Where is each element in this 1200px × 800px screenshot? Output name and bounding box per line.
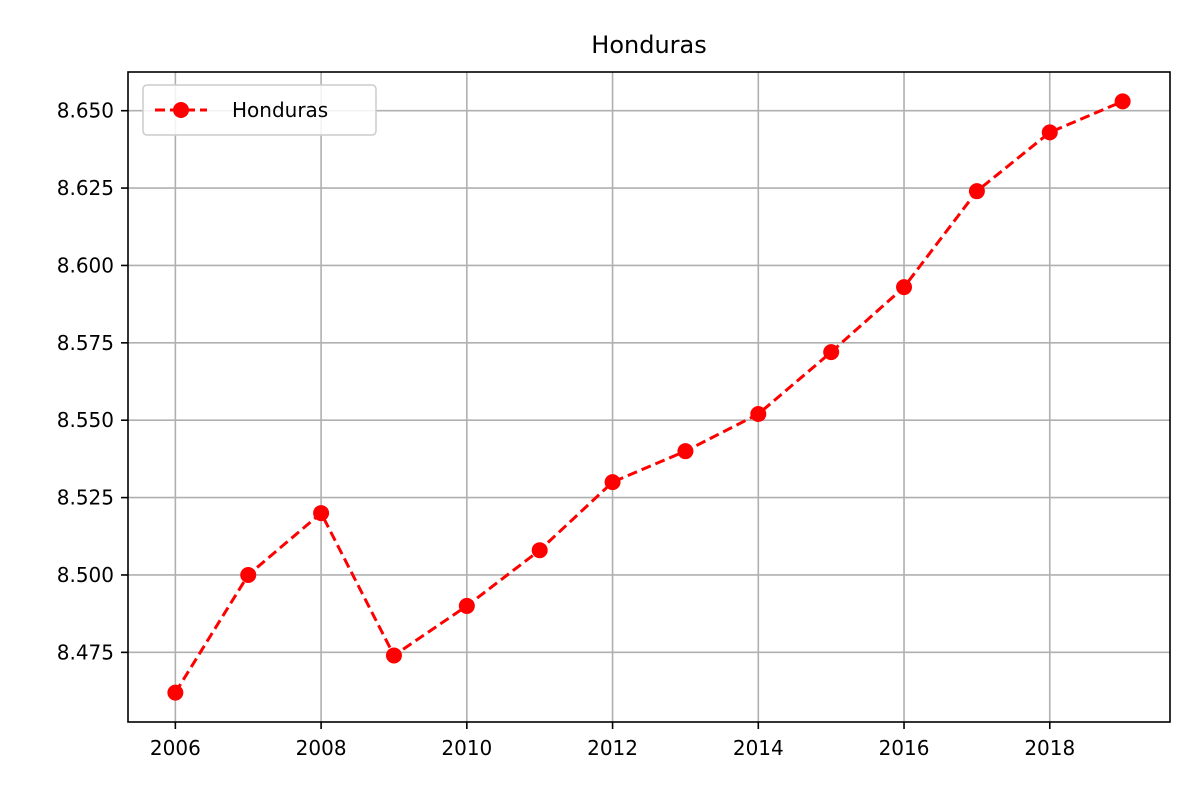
legend: Honduras [142, 84, 377, 136]
y-tick-label: 8.475 [57, 640, 114, 664]
data-point [823, 344, 840, 361]
x-tick-label: 2016 [879, 736, 930, 760]
legend-label: Honduras [232, 98, 328, 122]
data-point [604, 474, 621, 491]
series-line [174, 100, 1124, 694]
data-point [240, 566, 257, 583]
data-point [968, 183, 985, 200]
data-point [385, 647, 402, 664]
plot-area-frame [127, 71, 1171, 723]
series-layer [167, 93, 1131, 701]
axis-ticks: 2006 2008 2010 2012 2014 2016 2018 8.475 8.500 8.… [57, 99, 1075, 760]
gridlines [128, 72, 1170, 722]
data-point [313, 505, 330, 522]
x-tick-label: 2014 [733, 736, 784, 760]
data-point [1114, 93, 1131, 110]
x-tick-label: 2018 [1024, 736, 1075, 760]
y-tick-label: 8.500 [57, 563, 114, 587]
x-tick-label: 2008 [296, 736, 347, 760]
x-tick-label: 2006 [150, 736, 201, 760]
y-tick-label: 8.650 [57, 99, 114, 123]
y-tick-label: 8.575 [57, 331, 114, 355]
x-tick-label: 2010 [441, 736, 492, 760]
data-point [896, 279, 913, 296]
legend-marker-sample [173, 102, 189, 118]
y-tick-label: 8.600 [57, 253, 114, 277]
data-point [750, 406, 767, 423]
data-point [531, 542, 548, 559]
x-tick-label: 2012 [587, 736, 638, 760]
y-tick-label: 8.625 [57, 176, 114, 200]
data-point [167, 684, 184, 701]
data-point [677, 443, 694, 460]
y-tick-label: 8.550 [57, 408, 114, 432]
legend-box [142, 84, 377, 136]
y-tick-label: 8.525 [57, 486, 114, 510]
data-point [1041, 124, 1058, 141]
chart-title: Honduras [591, 31, 706, 59]
data-point [458, 597, 475, 614]
